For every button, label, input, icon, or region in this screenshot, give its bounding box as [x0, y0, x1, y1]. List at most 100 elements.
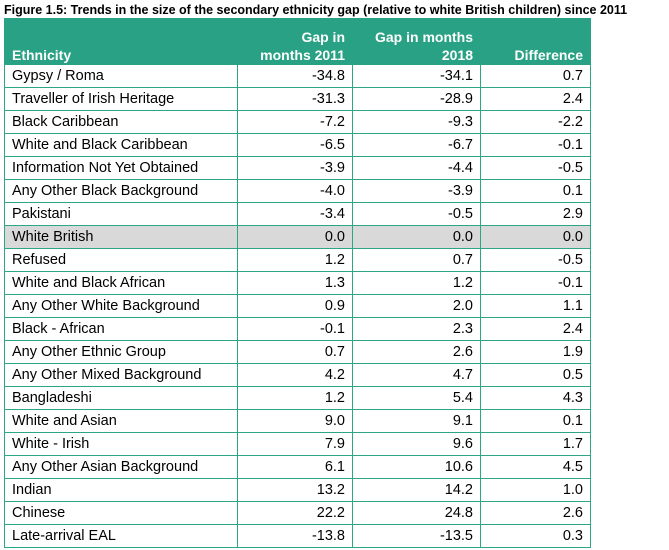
cell-gap-2011: 6.1 [237, 455, 353, 479]
cell-gap-2018: -3.9 [352, 179, 481, 203]
header-gap-2018-line1: Gap in months [375, 29, 473, 45]
cell-difference: -2.2 [480, 110, 591, 134]
table-row: Indian 13.2 14.2 1.0 [4, 478, 591, 502]
cell-difference: 4.3 [480, 386, 591, 410]
cell-gap-2011: -31.3 [237, 87, 353, 111]
header-gap-2011-line2: months 2011 [260, 46, 345, 63]
cell-difference: 1.9 [480, 340, 591, 364]
cell-gap-2011: -7.2 [237, 110, 353, 134]
header-gap-2018-line2: 2018 [441, 46, 473, 63]
table-row: White British 0.0 0.0 0.0 [4, 225, 591, 249]
cell-gap-2011: -6.5 [237, 133, 353, 157]
table-row: Any Other Asian Background 6.1 10.6 4.5 [4, 455, 591, 479]
table-row: Refused 1.2 0.7 -0.5 [4, 248, 591, 272]
cell-ethnicity: Black Caribbean [4, 110, 238, 134]
cell-difference: 2.6 [480, 501, 591, 525]
table-row: Gypsy / Roma -34.8 -34.1 0.7 [4, 64, 591, 88]
cell-gap-2018: -6.7 [352, 133, 481, 157]
cell-gap-2018: 9.6 [352, 432, 481, 456]
cell-difference: 2.4 [480, 87, 591, 111]
cell-gap-2018: 5.4 [352, 386, 481, 410]
cell-gap-2018: 10.6 [352, 455, 481, 479]
cell-difference: 1.7 [480, 432, 591, 456]
header-gap-2018: Gap in months 2018 [352, 18, 481, 65]
header-ethnicity: Ethnicity [4, 18, 238, 65]
cell-ethnicity: Indian [4, 478, 238, 502]
table-row: White and Asian 9.0 9.1 0.1 [4, 409, 591, 433]
cell-gap-2011: 1.2 [237, 386, 353, 410]
table-row: Late-arrival EAL -13.8 -13.5 0.3 [4, 524, 591, 548]
table-row: Bangladeshi 1.2 5.4 4.3 [4, 386, 591, 410]
figure-caption: Figure 1.5: Trends in the size of the se… [4, 3, 628, 17]
cell-gap-2011: -13.8 [237, 524, 353, 548]
cell-ethnicity: White and Black African [4, 271, 238, 295]
cell-ethnicity: Any Other Mixed Background [4, 363, 238, 387]
cell-gap-2011: 4.2 [237, 363, 353, 387]
table-row: White - Irish 7.9 9.6 1.7 [4, 432, 591, 456]
cell-gap-2011: -4.0 [237, 179, 353, 203]
cell-ethnicity: White and Black Caribbean [4, 133, 238, 157]
cell-difference: -0.5 [480, 248, 591, 272]
cell-difference: -0.1 [480, 133, 591, 157]
table-header-row: Ethnicity Gap in months 2011 Gap in month… [4, 18, 591, 65]
cell-gap-2018: 2.6 [352, 340, 481, 364]
table-row: Pakistani -3.4 -0.5 2.9 [4, 202, 591, 226]
header-gap-2011-line1: Gap in [301, 29, 345, 45]
cell-ethnicity: Any Other Black Background [4, 179, 238, 203]
cell-gap-2011: 0.0 [237, 225, 353, 249]
cell-gap-2018: 9.1 [352, 409, 481, 433]
cell-gap-2018: -28.9 [352, 87, 481, 111]
cell-gap-2011: 22.2 [237, 501, 353, 525]
cell-gap-2011: 1.3 [237, 271, 353, 295]
cell-gap-2011: 1.2 [237, 248, 353, 272]
cell-ethnicity: Pakistani [4, 202, 238, 226]
cell-gap-2018: 1.2 [352, 271, 481, 295]
cell-ethnicity: Chinese [4, 501, 238, 525]
cell-difference: -0.1 [480, 271, 591, 295]
cell-ethnicity: Gypsy / Roma [4, 64, 238, 88]
cell-difference: -0.5 [480, 156, 591, 180]
cell-gap-2018: -13.5 [352, 524, 481, 548]
cell-difference: 1.1 [480, 294, 591, 318]
cell-gap-2018: -9.3 [352, 110, 481, 134]
cell-ethnicity: Information Not Yet Obtained [4, 156, 238, 180]
cell-ethnicity: White - Irish [4, 432, 238, 456]
cell-ethnicity: White British [4, 225, 238, 249]
cell-gap-2018: -4.4 [352, 156, 481, 180]
cell-gap-2011: 9.0 [237, 409, 353, 433]
cell-gap-2011: -34.8 [237, 64, 353, 88]
cell-gap-2011: 0.9 [237, 294, 353, 318]
cell-difference: 1.0 [480, 478, 591, 502]
cell-difference: 0.5 [480, 363, 591, 387]
table-row: Traveller of Irish Heritage -31.3 -28.9 2.4 [4, 87, 591, 111]
cell-difference: 0.7 [480, 64, 591, 88]
cell-gap-2018: 2.0 [352, 294, 481, 318]
cell-gap-2011: -3.4 [237, 202, 353, 226]
cell-difference: 0.1 [480, 179, 591, 203]
cell-ethnicity: Any Other White Background [4, 294, 238, 318]
cell-gap-2011: -3.9 [237, 156, 353, 180]
cell-ethnicity: Bangladeshi [4, 386, 238, 410]
cell-gap-2011: 0.7 [237, 340, 353, 364]
table-row: Chinese 22.2 24.8 2.6 [4, 501, 591, 525]
cell-difference: 0.1 [480, 409, 591, 433]
cell-difference: 2.4 [480, 317, 591, 341]
cell-ethnicity: Refused [4, 248, 238, 272]
table-row: Any Other White Background 0.9 2.0 1.1 [4, 294, 591, 318]
cell-gap-2011: 13.2 [237, 478, 353, 502]
table-row: White and Black Caribbean -6.5 -6.7 -0.1 [4, 133, 591, 157]
cell-gap-2018: 14.2 [352, 478, 481, 502]
cell-difference: 2.9 [480, 202, 591, 226]
cell-ethnicity: Any Other Ethnic Group [4, 340, 238, 364]
cell-gap-2018: 24.8 [352, 501, 481, 525]
cell-ethnicity: Late-arrival EAL [4, 524, 238, 548]
cell-gap-2018: 2.3 [352, 317, 481, 341]
cell-difference: 0.3 [480, 524, 591, 548]
cell-ethnicity: White and Asian [4, 409, 238, 433]
table-body: Gypsy / Roma -34.8 -34.1 0.7 Traveller of Ir… [4, 64, 591, 548]
table-row: White and Black African 1.3 1.2 -0.1 [4, 271, 591, 295]
cell-gap-2011: -0.1 [237, 317, 353, 341]
cell-gap-2018: 0.0 [352, 225, 481, 249]
table-row: Black - African -0.1 2.3 2.4 [4, 317, 591, 341]
header-gap-2011: Gap in months 2011 [237, 18, 353, 65]
